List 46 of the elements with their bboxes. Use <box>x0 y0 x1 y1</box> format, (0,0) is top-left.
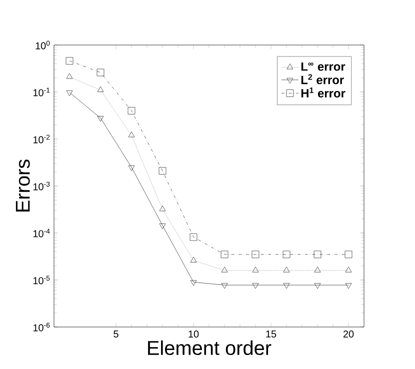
point <box>282 250 290 258</box>
point <box>128 132 135 138</box>
point <box>97 116 104 122</box>
legend-label: H$^{1}$ error <box>301 88 346 98</box>
point <box>190 256 197 262</box>
x-tick-label: 10 <box>188 330 199 338</box>
y-tick-label: 10$^{-3}$ <box>33 182 50 190</box>
y-tick-label: 10$^{-2}$ <box>33 134 50 144</box>
point <box>66 57 74 65</box>
legend-label: L$^{2}$ error <box>301 74 344 84</box>
point <box>220 250 228 258</box>
point <box>159 223 166 230</box>
point <box>252 283 259 289</box>
point <box>128 107 136 114</box>
point <box>66 90 73 96</box>
point <box>314 283 321 289</box>
point <box>158 167 166 175</box>
point <box>190 280 197 286</box>
point <box>314 266 321 272</box>
point <box>221 283 228 289</box>
point <box>283 266 290 272</box>
x-axis-title: Element order <box>148 340 272 356</box>
point <box>283 283 290 289</box>
point <box>252 266 259 272</box>
point <box>128 165 135 171</box>
x-tick-label: 15 <box>266 330 276 338</box>
point <box>345 283 352 289</box>
point <box>97 86 104 92</box>
x-tick-label: 5 <box>114 330 118 338</box>
y-tick-label: 10$^{0}$ <box>36 40 50 50</box>
point <box>96 68 104 76</box>
y-tick-label: 10$^{-4}$ <box>33 228 50 238</box>
point <box>345 266 352 272</box>
point <box>344 250 352 258</box>
point <box>221 266 228 272</box>
legend-label: L$^{∞}$ error <box>301 62 346 71</box>
point <box>252 250 260 258</box>
point <box>314 250 322 258</box>
y-tick-label: 10$^{-5}$ <box>33 276 50 284</box>
x-tick-label: 20 <box>343 330 354 338</box>
point <box>190 233 198 241</box>
point <box>159 206 166 212</box>
y-tick-label: 10$^{-6}$ <box>33 322 50 332</box>
y-axis-title: Errors <box>16 160 30 212</box>
y-tick-label: 10$^{-1}$ <box>33 88 50 96</box>
point <box>66 73 73 79</box>
